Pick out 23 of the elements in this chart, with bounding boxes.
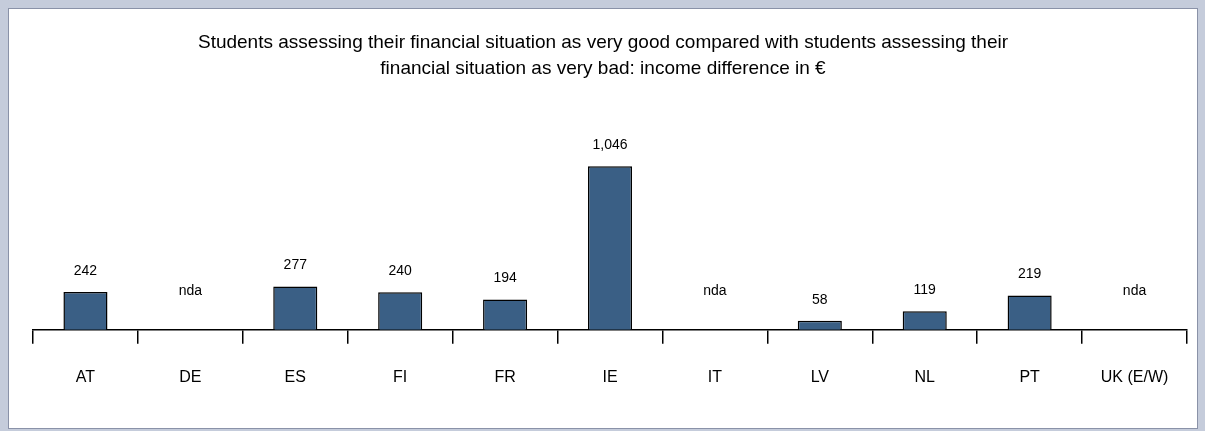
x-tick-label: AT	[75, 367, 96, 385]
data-label: 1,046	[592, 136, 628, 153]
x-tick-label: LV	[810, 367, 830, 385]
data-label: 194	[493, 269, 517, 286]
x-tick-label: PT	[1019, 367, 1041, 385]
x-tick-label: ES	[284, 367, 306, 385]
x-tick-label: IE	[602, 367, 618, 385]
text: nda	[178, 281, 203, 298]
x-tick-label: FR	[494, 367, 516, 385]
data-label: 240	[388, 262, 413, 279]
data-label: 58	[812, 290, 828, 307]
x-tick-label: IT	[707, 367, 723, 385]
data-label: 219	[1017, 265, 1042, 282]
chart-title: Students assessing their financial situation as very good compared with students assessing their financial situation as very bad: income difference in €	[196, 30, 1010, 80]
text: nda	[703, 281, 727, 298]
x-tick-label: UK (E/W)	[1100, 367, 1169, 385]
data-label: 119	[913, 281, 937, 298]
x-tick-label: FI	[393, 367, 408, 385]
x-tick-label: NL	[914, 367, 936, 385]
x-tick-label: DE	[179, 367, 202, 385]
data-label: 277	[283, 256, 308, 273]
text: nda	[1122, 281, 1147, 298]
data-label: 242	[73, 261, 98, 278]
